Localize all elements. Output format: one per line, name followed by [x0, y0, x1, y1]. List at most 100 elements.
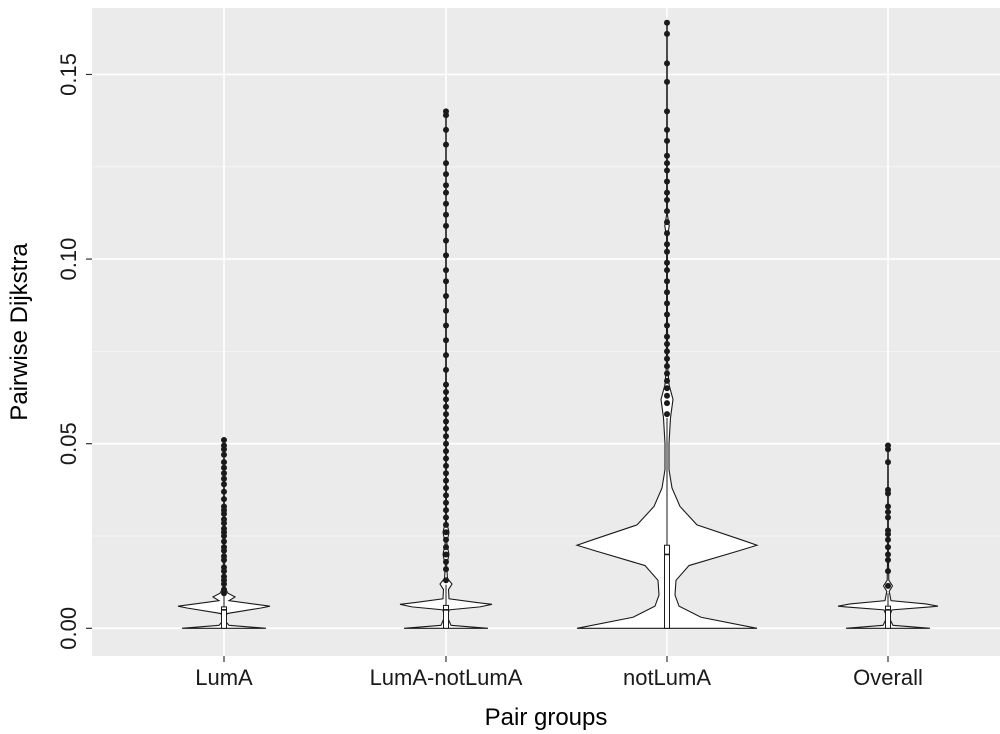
plot-panel [92, 8, 1000, 656]
outlier-point [443, 418, 449, 425]
outlier-point [443, 492, 449, 499]
outlier-point [885, 536, 891, 543]
outlier-point [664, 300, 670, 307]
outlier-point [443, 278, 449, 285]
outlier-point [664, 30, 670, 37]
outlier-point [443, 381, 449, 388]
outlier-point [221, 573, 227, 580]
outlier-point [443, 448, 449, 455]
outlier-point [443, 211, 449, 218]
outlier-point [443, 108, 449, 115]
outlier-point [221, 516, 227, 523]
outlier-point [664, 248, 670, 255]
outlier-point [664, 152, 670, 159]
outlier-point [664, 126, 670, 133]
outlier-point [664, 241, 670, 248]
outlier-point [664, 178, 670, 185]
outlier-point [885, 568, 891, 575]
x-tick-label: LumA [195, 665, 253, 690]
outlier-point [221, 464, 227, 471]
x-tick-label: Overall [853, 665, 923, 690]
outlier-point [443, 200, 449, 207]
outlier-point [443, 514, 449, 521]
outlier-point [664, 333, 670, 340]
outlier-point [221, 470, 227, 477]
outlier-point [664, 137, 670, 144]
outlier-point [664, 377, 670, 384]
outlier-point [221, 564, 227, 571]
boxplots [221, 417, 891, 629]
outlier-point [443, 403, 449, 410]
x-axis: LumA LumA-notLumA notLumA Overall [195, 656, 923, 690]
outlier-point [443, 189, 449, 196]
outlier-point [885, 509, 891, 515]
outlier-point [221, 437, 227, 443]
outlier-point [443, 182, 449, 189]
outlier-point [443, 411, 449, 418]
outlier-point [443, 366, 449, 373]
box-Overall [885, 605, 891, 629]
outlier-point [221, 503, 227, 510]
outlier-point [664, 400, 670, 407]
outlier-point [664, 311, 670, 318]
outlier-point [443, 252, 449, 259]
y-tick-label: 0.00 [56, 607, 81, 650]
outlier-point [443, 222, 449, 229]
outlier-point [443, 558, 449, 565]
outlier-point [664, 363, 670, 370]
outlier-point [885, 527, 891, 534]
outlier-point [664, 385, 670, 392]
outlier-point [443, 577, 449, 584]
outlier-point [664, 278, 670, 285]
outlier-point [443, 307, 449, 314]
outlier-point [885, 459, 891, 466]
outlier-point [443, 507, 449, 514]
box-LumA-notLumA [443, 604, 449, 629]
outlier-point [664, 19, 670, 26]
x-axis-title: Pair groups [485, 704, 608, 731]
outlier-point [221, 544, 227, 551]
outlier-point [664, 392, 670, 399]
outlier-point [664, 108, 670, 115]
box-LumA [221, 606, 227, 629]
outlier-point [221, 586, 227, 593]
outlier-point [443, 440, 449, 447]
outlier-point [443, 529, 449, 536]
outlier-point [443, 267, 449, 274]
outlier-point [443, 544, 449, 551]
outlier-point [885, 442, 891, 449]
outlier-point [443, 337, 449, 344]
outlier-point [443, 425, 449, 432]
outlier-point [664, 355, 670, 362]
outlier-point [664, 411, 670, 418]
outlier-point [221, 442, 227, 449]
outlier-point [443, 477, 449, 484]
outlier-point [221, 488, 227, 495]
outlier-point [221, 459, 227, 466]
outlier-points [221, 19, 891, 597]
outlier-point [443, 521, 449, 528]
x-tick-label: LumA-notLumA [370, 665, 523, 690]
outlier-point [443, 322, 449, 329]
y-tick-label: 0.10 [56, 238, 81, 281]
outlier-point [885, 551, 891, 558]
outlier-point [443, 536, 449, 543]
outlier-point [443, 237, 449, 244]
outlier-point [885, 486, 891, 493]
outlier-point [443, 396, 449, 403]
outlier-point [221, 496, 227, 503]
outlier-point [443, 462, 449, 469]
outlier-point [221, 481, 227, 488]
outlier-point [443, 171, 449, 178]
outlier-point [443, 293, 449, 299]
outlier-point [664, 341, 670, 347]
outlier-point [664, 160, 670, 167]
outlier-point [664, 230, 670, 237]
outlier-point [664, 259, 670, 266]
outlier-point [443, 551, 449, 558]
outlier-point [443, 141, 449, 148]
outlier-point [664, 289, 670, 296]
outlier-point [443, 499, 449, 506]
outlier-point [221, 525, 227, 532]
